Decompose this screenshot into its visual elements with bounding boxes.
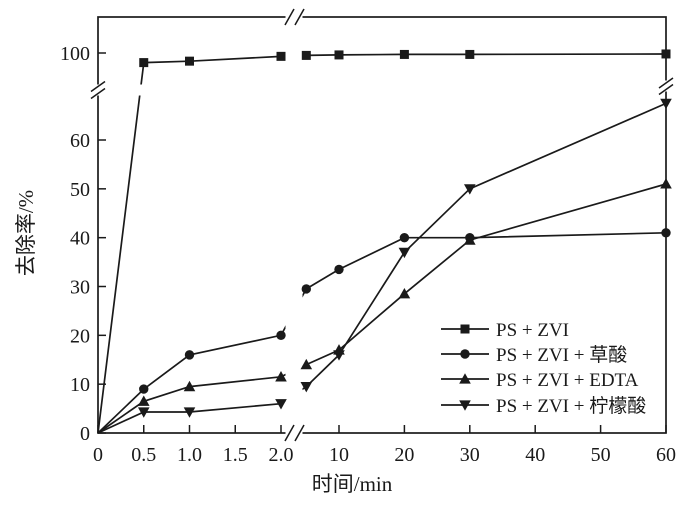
y-tick-label: 30 xyxy=(70,277,90,299)
triangle-up-marker xyxy=(137,395,150,406)
right-break-gap xyxy=(657,80,675,92)
circle-marker xyxy=(334,264,344,275)
legend-item: PS + ZVI + 柠檬酸 xyxy=(441,395,646,417)
x-tick-label: 20 xyxy=(394,444,414,466)
legend-label: PS + ZVI + EDTA xyxy=(496,370,639,391)
x-tick-label: 50 xyxy=(591,444,611,466)
legend-item: PS + ZVI + EDTA xyxy=(441,370,639,391)
triangle-down-marker xyxy=(137,407,150,418)
axis-break-mark xyxy=(284,8,295,26)
axis-break-mark xyxy=(90,87,106,100)
triangle-up-marker xyxy=(660,178,672,189)
square-marker xyxy=(661,49,671,59)
axis-break-mark xyxy=(284,424,295,442)
square-marker xyxy=(301,50,311,60)
circle-marker xyxy=(460,349,470,359)
triangle-up-marker xyxy=(464,234,476,245)
axis-break-mark xyxy=(658,77,674,89)
triangle-up-marker xyxy=(398,288,411,299)
y-tick-label: 0 xyxy=(80,423,90,445)
legend-item: PS + ZVI + 草酸 xyxy=(441,344,627,366)
triangle-down-marker xyxy=(398,247,411,259)
circle-marker xyxy=(184,350,195,360)
x-tick-label: 10 xyxy=(329,444,349,466)
x-tick-label: 2.0 xyxy=(269,444,294,466)
x-tick-label: 1.5 xyxy=(223,444,248,466)
x-tick-label: 0 xyxy=(93,444,103,466)
y-break-gap xyxy=(90,84,152,96)
triangle-down-marker xyxy=(464,184,476,195)
plot-area: 0 0.5 1.0 1.5 2.0 10 20 30 40 50 60 0 10 20 30 40 50 60 10… xyxy=(60,8,676,466)
circle-marker xyxy=(301,284,311,294)
plot-frame xyxy=(97,16,667,434)
axis-break-mark xyxy=(294,424,305,442)
triangle-down-marker xyxy=(660,98,672,110)
x-axis-title: 时间/min xyxy=(312,472,393,496)
triangle-down-marker xyxy=(300,382,313,393)
triangle-up-marker xyxy=(459,373,471,384)
square-marker xyxy=(460,324,470,334)
triangle-up-marker xyxy=(300,358,313,370)
x-tick-label: 1.0 xyxy=(177,444,202,466)
x-tick-label: 0.5 xyxy=(131,444,156,466)
triangle-down-marker xyxy=(459,400,471,411)
square-marker xyxy=(465,49,475,59)
legend-label: PS + ZVI + 草酸 xyxy=(496,344,627,366)
triangle-up-marker xyxy=(183,380,196,392)
triangle-down-marker xyxy=(275,399,287,410)
legend-item: PS + ZVI xyxy=(441,320,569,341)
circle-marker xyxy=(399,232,410,243)
square-marker xyxy=(334,50,344,60)
y-tick-label: 50 xyxy=(70,179,90,201)
y-tick-label: 60 xyxy=(70,130,90,152)
y-tick-label: 40 xyxy=(70,228,90,250)
y-tick-label: 100 xyxy=(60,43,90,65)
triangle-up-marker xyxy=(275,371,287,382)
legend-label: PS + ZVI + 柠檬酸 xyxy=(496,395,646,417)
x-tick-label: 60 xyxy=(656,444,676,466)
x-break-gap xyxy=(285,11,303,440)
axis-break-mark xyxy=(294,8,305,26)
square-marker xyxy=(276,51,286,61)
axis-break-mark xyxy=(658,83,674,96)
triangle-down-marker xyxy=(183,407,196,418)
square-marker xyxy=(139,58,149,68)
y-tick-label: 20 xyxy=(70,325,90,347)
square-marker xyxy=(399,49,409,59)
y-axis-title: 去除率/% xyxy=(14,190,38,276)
square-marker xyxy=(185,56,194,66)
y-tick-label: 10 xyxy=(70,374,90,396)
legend-label: PS + ZVI xyxy=(496,320,569,341)
triangle-down-marker xyxy=(333,350,345,361)
circle-marker xyxy=(661,228,671,238)
axis-break-mark xyxy=(90,80,106,93)
x-tick-label: 40 xyxy=(525,444,545,466)
circle-marker xyxy=(139,384,149,394)
x-tick-label: 30 xyxy=(460,444,480,466)
circle-marker xyxy=(276,330,286,341)
